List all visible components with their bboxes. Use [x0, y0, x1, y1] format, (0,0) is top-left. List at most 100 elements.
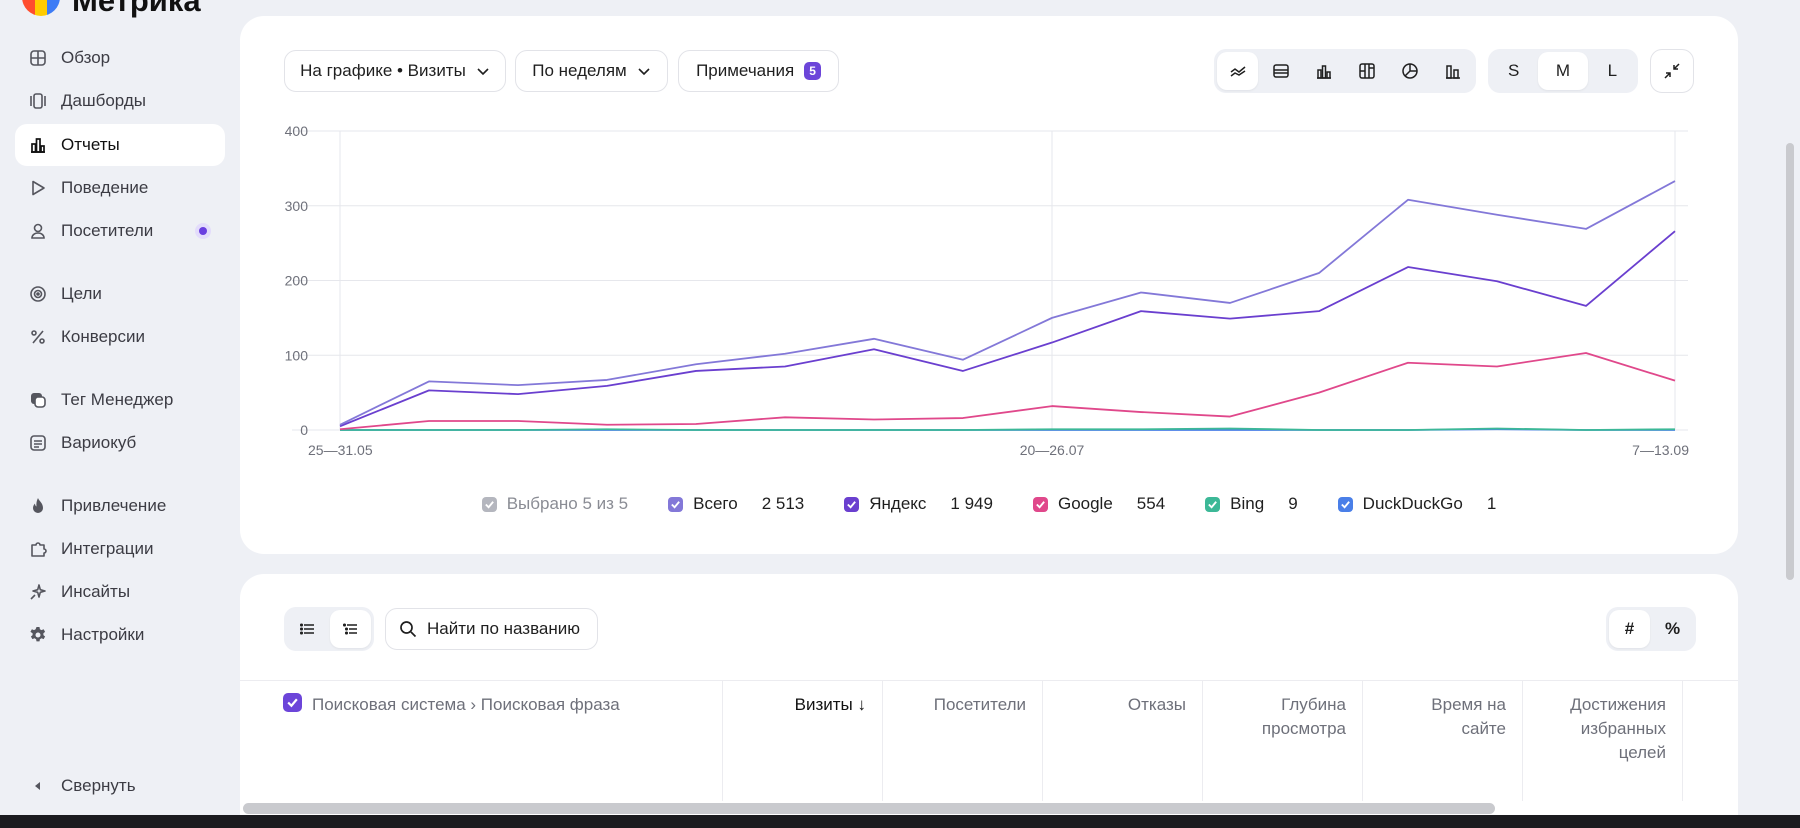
sidebar-item-dashboards[interactable]: Дашборды	[15, 80, 225, 122]
chart-type-pie[interactable]	[1389, 52, 1430, 90]
y-tick-label: 400	[285, 123, 309, 139]
logo-text: Метрика	[72, 0, 201, 18]
sidebar-item-conversions[interactable]: Конверсии	[15, 316, 225, 358]
legend-item-yandex[interactable]: Яндекс 1 949	[844, 494, 993, 514]
sidebar-item-label: Отчеты	[61, 135, 120, 154]
column-header-bounces[interactable]: Отказы	[1043, 681, 1203, 801]
grid-icon	[29, 49, 47, 67]
size-s-button[interactable]: S	[1508, 61, 1520, 80]
series-line-Google	[339, 352, 1676, 431]
checkbox-icon	[844, 496, 860, 512]
chart-type-stacked-area[interactable]	[1260, 52, 1301, 90]
chart-type-column[interactable]	[1432, 52, 1473, 90]
bottom-edge	[0, 815, 1800, 828]
column-header-visits[interactable]: Визиты ↓	[723, 681, 883, 801]
view-tree-list-button[interactable]	[330, 610, 371, 648]
percent-values-button[interactable]: %	[1664, 619, 1681, 638]
search-placeholder: Найти по названию	[427, 619, 580, 638]
sidebar-item-goals[interactable]: Цели	[15, 273, 225, 315]
column-header-time-on-site[interactable]: Время на сайте	[1363, 681, 1523, 801]
series-line-Яндекс	[339, 230, 1676, 428]
metric-dropdown-label: На графике • Визиты	[300, 61, 466, 80]
chevron-down-icon	[638, 68, 650, 76]
y-tick-label: 200	[285, 273, 309, 289]
sidebar-collapse-button[interactable]: Свернуть	[15, 765, 225, 807]
notes-button[interactable]: Примечания 5	[678, 50, 839, 92]
search-by-name-input[interactable]: Найти по названию	[385, 608, 598, 650]
column-header-label: Поисковая система › Поисковая фраза	[312, 695, 620, 714]
tree-list-icon	[342, 623, 357, 635]
sidebar-item-label: Инсайты	[61, 582, 131, 601]
sidebar-item-label: Настройки	[61, 625, 145, 644]
sidebar-item-label: Поведение	[61, 178, 149, 197]
vertical-scrollbar[interactable]	[1786, 143, 1794, 580]
y-tick-label: 0	[300, 422, 308, 438]
sidebar-item-insights[interactable]: Инсайты	[15, 571, 225, 613]
horizontal-scrollbar[interactable]	[243, 803, 1495, 814]
legend-item-value: 1	[1486, 494, 1497, 513]
select-all-checkbox[interactable]	[283, 693, 302, 712]
legend-item-google[interactable]: Google 554	[1032, 494, 1166, 514]
sidebar-item-behavior[interactable]: Поведение	[15, 167, 225, 209]
legend-item-duckduckgo[interactable]: DuckDuckGo 1	[1337, 494, 1497, 514]
legend-select-all[interactable]: Выбрано 5 из 5	[481, 494, 628, 514]
sidebar-item-reports[interactable]: Отчеты	[15, 124, 225, 166]
checkmark-icon	[287, 698, 298, 708]
table-card: Найти по названию # % Поисковая система …	[240, 574, 1738, 828]
legend-item-value: 2 513	[761, 494, 805, 513]
period-dropdown-label: По неделям	[532, 61, 627, 80]
sidebar-item-settings[interactable]: Настройки	[15, 614, 225, 656]
notification-dot	[195, 223, 211, 239]
size-l-button[interactable]: L	[1607, 61, 1618, 80]
chevron-down-icon	[477, 68, 489, 76]
sidebar: Метрика Обзор Дашборды Отчеты Поведение …	[0, 0, 240, 828]
legend-item-total[interactable]: Всего 2 513	[668, 494, 804, 514]
sidebar-item-overview[interactable]: Обзор	[15, 37, 225, 79]
notes-count-badge: 5	[804, 62, 821, 80]
collapse-label: Свернуть	[61, 776, 136, 795]
legend-item-bing[interactable]: Bing 9	[1205, 494, 1298, 514]
metric-dropdown[interactable]: На графике • Визиты	[284, 50, 506, 92]
size-m-button[interactable]: M	[1538, 52, 1588, 90]
sidebar-item-label: Обзор	[61, 48, 111, 67]
logo[interactable]: Метрика	[22, 0, 201, 16]
chart-legend: Выбрано 5 из 5 Всего 2 513 Яндекс 1 949 …	[240, 494, 1738, 514]
play-icon	[29, 179, 47, 197]
sidebar-item-integrations[interactable]: Интеграции	[15, 528, 225, 570]
legend-item-label: Bing	[1230, 494, 1265, 513]
chart-type-stacked-bar[interactable]	[1346, 52, 1387, 90]
series-line-Всего	[339, 180, 1676, 426]
chart-card: На графике • Визиты По неделям Примечани…	[240, 16, 1738, 554]
column-header-depth[interactable]: Глубина просмотра	[1203, 681, 1363, 801]
column-chart-icon	[1445, 65, 1460, 79]
sidebar-item-variocube[interactable]: Вариокуб	[15, 422, 225, 464]
puzzle-icon	[29, 540, 47, 558]
sidebar-item-acquisition[interactable]: Привлечение	[15, 485, 225, 527]
sidebar-item-tag-manager[interactable]: Тег Менеджер	[15, 379, 225, 421]
absolute-values-button[interactable]: #	[1609, 610, 1650, 648]
chart-type-line[interactable]	[1217, 52, 1258, 90]
pie-chart-icon	[1401, 63, 1418, 79]
legend-item-value: 554	[1136, 494, 1166, 513]
size-switcher: S M L	[1488, 49, 1638, 93]
target-icon	[29, 285, 47, 303]
dashboards-icon	[29, 92, 47, 110]
caret-left-icon	[29, 777, 47, 795]
view-flat-list-button[interactable]	[287, 610, 328, 648]
column-header-visitors[interactable]: Посетители	[883, 681, 1043, 801]
period-dropdown[interactable]: По неделям	[515, 50, 668, 92]
column-header-dimensions[interactable]: Поисковая система › Поисковая фраза	[240, 681, 723, 801]
sidebar-item-visitors[interactable]: Посетители	[15, 210, 225, 252]
value-mode-switcher: # %	[1606, 607, 1696, 651]
x-tick-label: 7—13.09	[1632, 442, 1689, 458]
x-tick-label: 20—26.07	[1020, 442, 1085, 458]
chart-type-bar[interactable]	[1303, 52, 1344, 90]
sidebar-item-label: Посетители	[61, 221, 154, 240]
collapse-chart-button[interactable]	[1650, 49, 1694, 93]
series-line-Bing	[340, 427, 1676, 431]
column-header-goal-achievements[interactable]: Достижения избранных целей	[1523, 681, 1683, 801]
sidebar-item-label: Конверсии	[61, 327, 145, 346]
sidebar-item-label: Цели	[61, 284, 102, 303]
legend-item-value: 9	[1288, 494, 1298, 513]
stacked-area-icon	[1272, 64, 1289, 78]
